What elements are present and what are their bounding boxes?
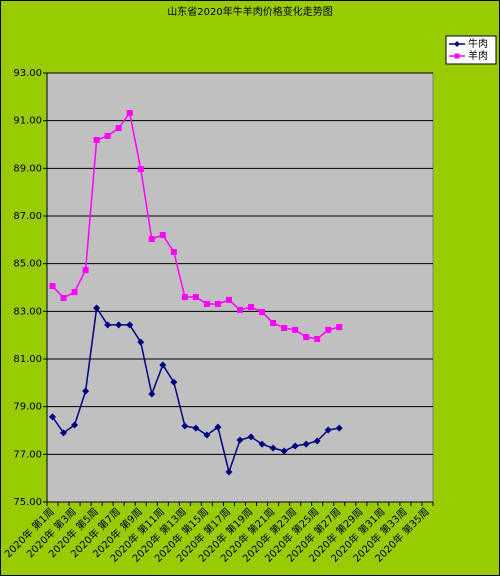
point (335, 424, 343, 432)
point (126, 110, 133, 117)
point (49, 283, 56, 290)
point (93, 304, 101, 312)
legend-label: 牛肉 (468, 37, 488, 50)
y-tick-label: 81.00 (13, 354, 42, 365)
point (126, 321, 134, 329)
point (203, 431, 211, 439)
point (104, 321, 112, 329)
point (214, 423, 222, 431)
point (225, 468, 233, 476)
point (159, 232, 166, 239)
point (170, 248, 177, 255)
point (159, 361, 167, 369)
legend-marker (454, 53, 460, 59)
chart-title: 山东省2020年牛羊肉价格变化走势图 (167, 5, 332, 18)
y-tick-label: 89.00 (13, 163, 42, 174)
point (259, 309, 266, 316)
y-tick-label: 85.00 (13, 259, 42, 270)
y-tick-label: 75.00 (13, 497, 42, 508)
point (93, 136, 100, 143)
point (137, 166, 144, 173)
point (49, 413, 57, 421)
point (115, 321, 123, 329)
point (236, 436, 244, 444)
y-tick-label: 83.00 (13, 306, 42, 317)
legend-marker (454, 41, 460, 47)
point (181, 294, 188, 301)
point (170, 378, 178, 386)
point (314, 335, 321, 342)
point (104, 132, 111, 139)
point (225, 296, 232, 303)
y-tick-label: 93.00 (13, 68, 42, 79)
point (192, 424, 200, 432)
point (82, 387, 90, 395)
point (71, 289, 78, 296)
point (148, 236, 155, 243)
point (303, 334, 310, 341)
point (237, 306, 243, 313)
point (248, 304, 255, 311)
point (137, 338, 145, 346)
point (291, 442, 299, 450)
point (281, 325, 288, 332)
point (270, 320, 277, 327)
point (60, 294, 67, 301)
point (313, 437, 321, 445)
y-tick-label: 77.00 (13, 449, 42, 460)
point (192, 294, 199, 301)
y-tick-label: 79.00 (13, 402, 42, 413)
point (280, 447, 288, 455)
point (115, 125, 122, 132)
point (269, 444, 277, 452)
point (71, 421, 79, 429)
point (324, 426, 332, 434)
point (292, 326, 299, 333)
point (181, 422, 189, 430)
point (214, 300, 221, 307)
y-tick-label: 87.00 (13, 211, 42, 222)
point (302, 440, 310, 448)
plot-area (46, 72, 434, 503)
point (258, 440, 266, 448)
y-tick-label: 91.00 (13, 116, 42, 127)
point (247, 433, 255, 441)
legend-box (445, 35, 497, 65)
point (148, 390, 156, 398)
legend-label: 羊肉 (468, 49, 488, 62)
point (203, 300, 210, 307)
point (325, 326, 332, 333)
point (60, 429, 68, 437)
point (82, 267, 89, 274)
point (336, 324, 343, 331)
